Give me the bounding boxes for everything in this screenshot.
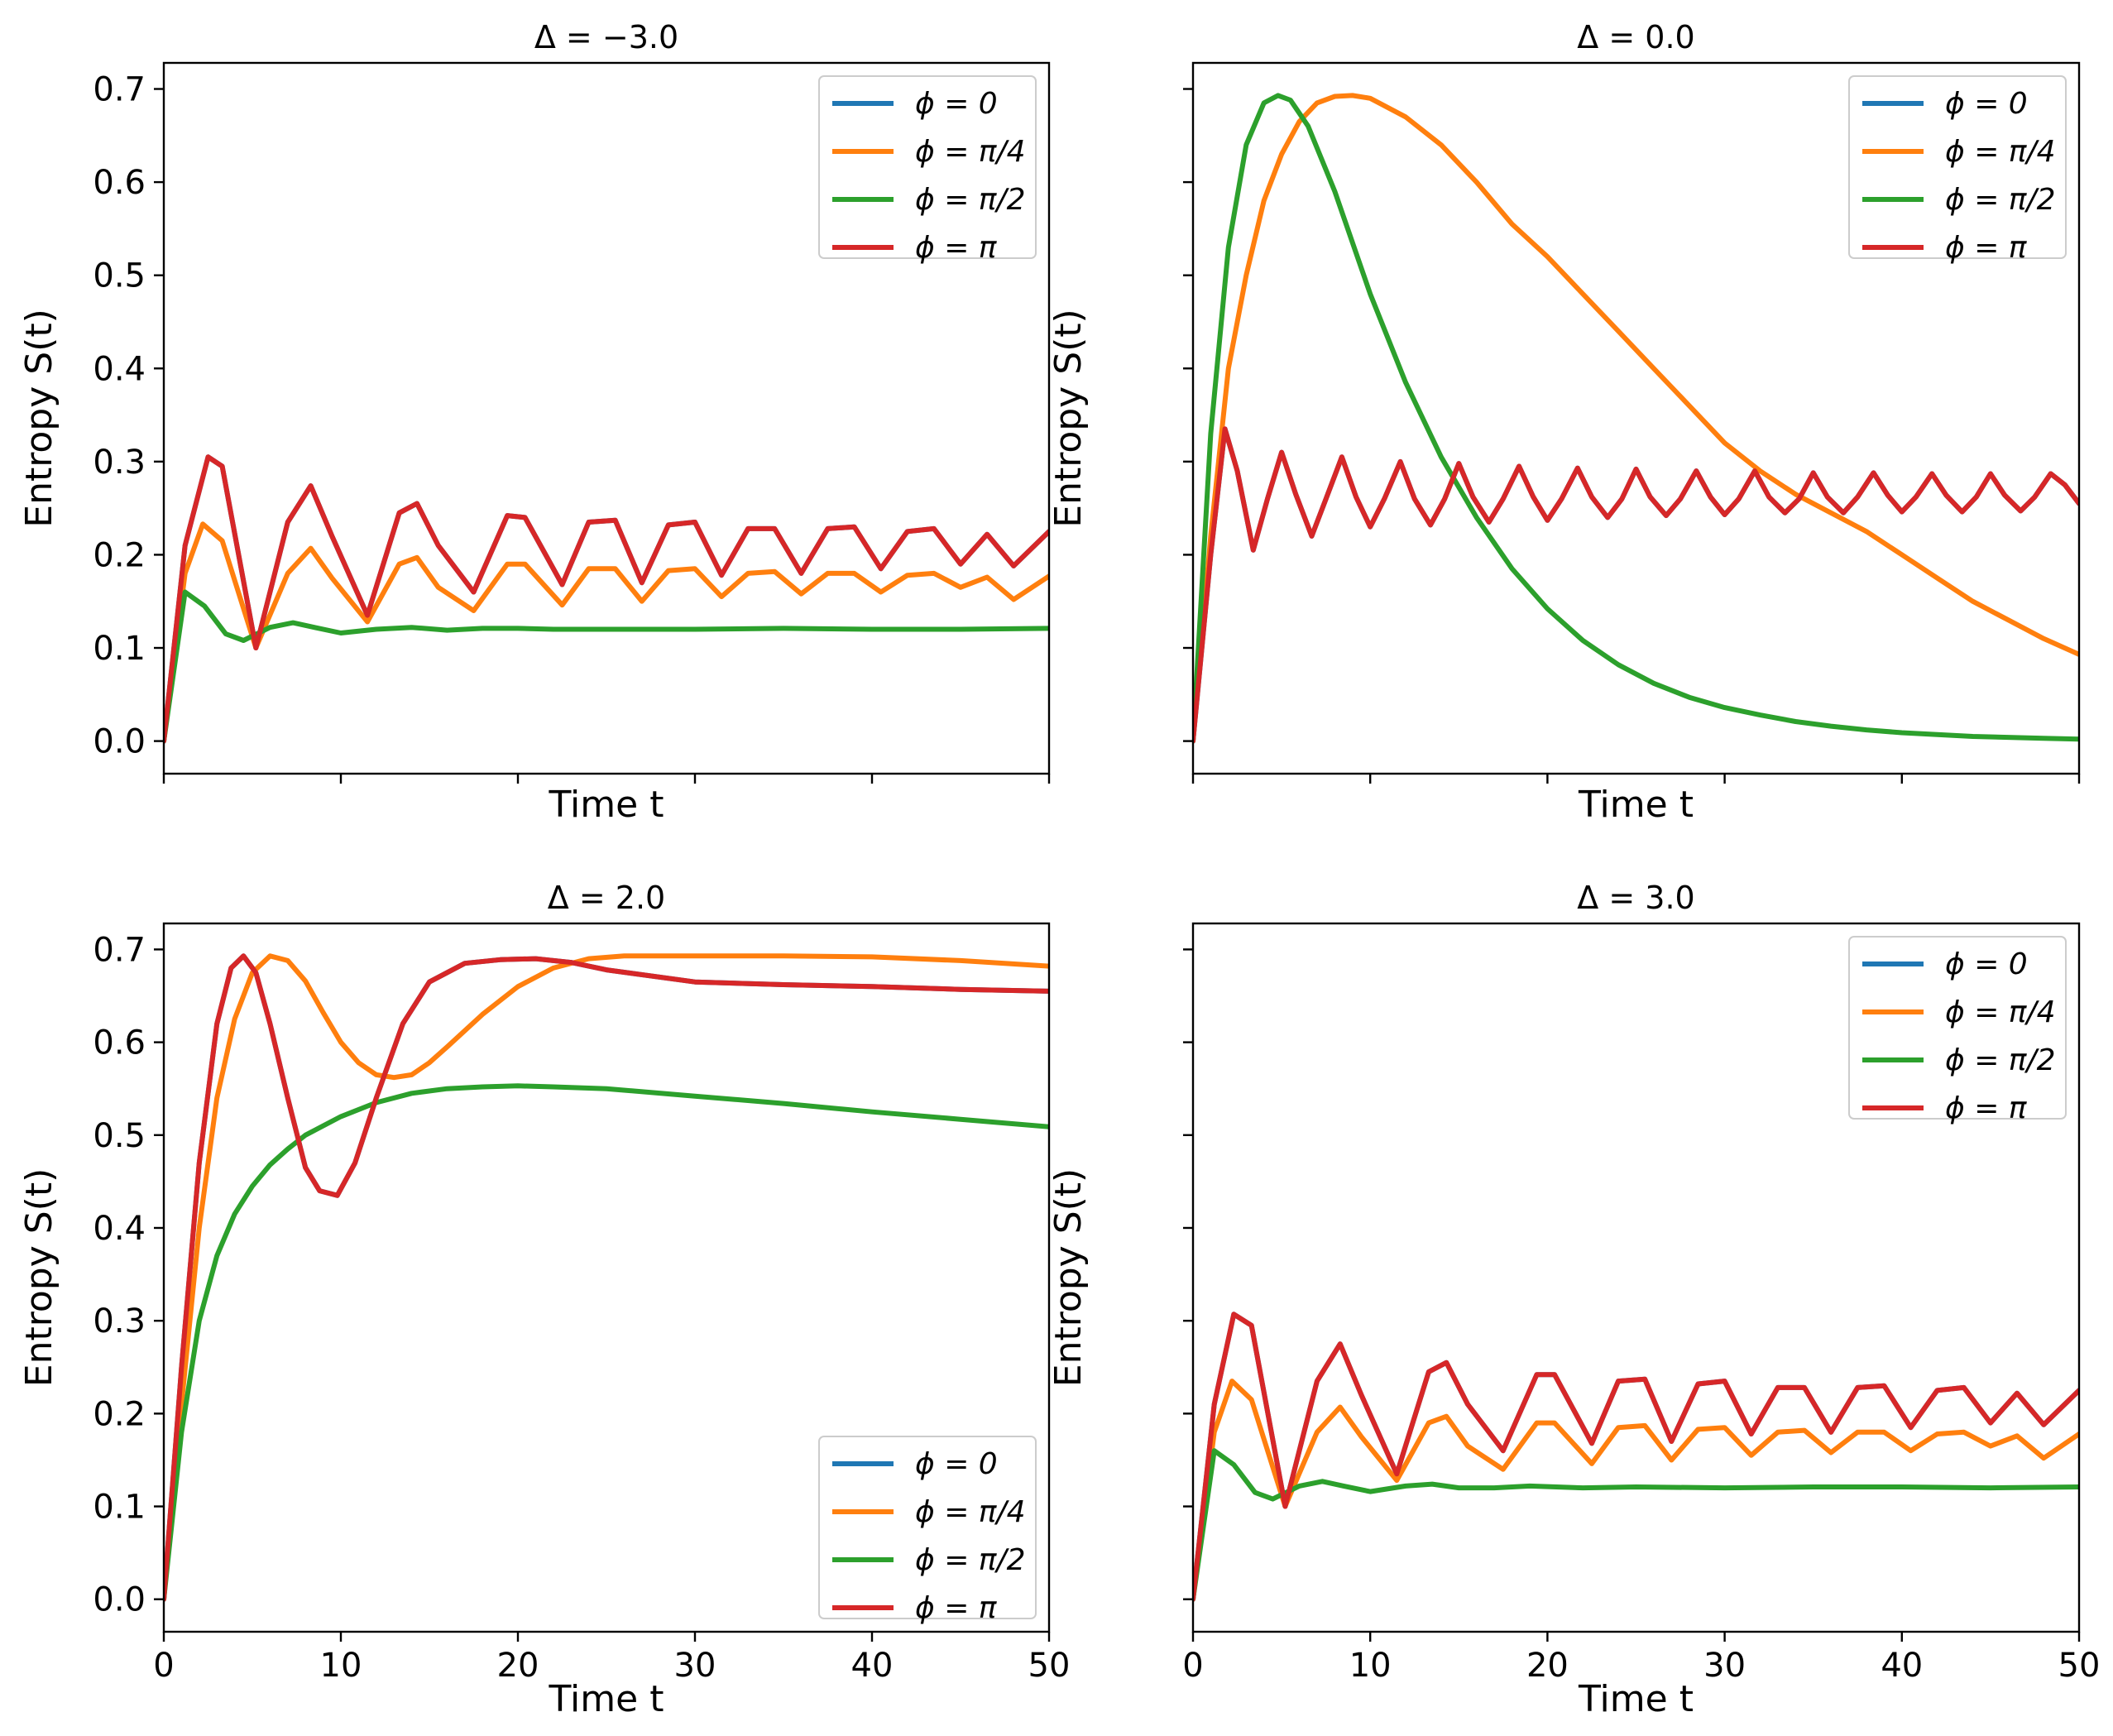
legend-label: ϕ = 0 [915, 87, 998, 121]
y-tick-label: 0.6 [93, 1024, 146, 1062]
legend-label: ϕ = 0 [1945, 947, 2028, 981]
panel-1: 0.0 0.1 0.2 0.3 0.4 0.5 0.6 0.7 Δ = −3.0 Time t En… [18, 19, 1051, 826]
legend-label: ϕ = π/2 [915, 183, 1026, 217]
series-line-1 [164, 454, 1049, 744]
legend-label: ϕ = π/4 [915, 135, 1026, 169]
y-tick-label: 0.7 [93, 931, 146, 969]
y-axis-label: Entropy S(t) [18, 1168, 60, 1387]
y-tick-label: 0.0 [93, 1581, 146, 1619]
x-tick-label: 40 [1881, 1647, 1923, 1685]
x-tick-label: 0 [1182, 1647, 1203, 1685]
series-line-2 [164, 521, 1049, 744]
series-line-4 [1193, 1312, 2079, 1602]
x-tick-label: 50 [2058, 1647, 2101, 1685]
axes-frame [162, 922, 1051, 1633]
x-tick-label: 30 [674, 1647, 716, 1685]
y-tick-label: 0.3 [93, 1302, 146, 1340]
panel-title: Δ = 3.0 [1577, 880, 1694, 916]
y-tick-label: 0.6 [93, 164, 146, 202]
legend-label: ϕ = π/2 [1945, 1043, 2056, 1077]
y-tick-label: 0.3 [93, 444, 146, 482]
legend-label: ϕ = 0 [1945, 87, 2028, 121]
y-axis-label: Entropy S(t) [1047, 1168, 1090, 1387]
y-tick-label: 0.2 [93, 1395, 146, 1433]
x-axis-label: Time t [549, 1678, 664, 1720]
legend-label: ϕ = π/4 [915, 1495, 1026, 1529]
legend-label: ϕ = π/4 [1945, 135, 2056, 169]
legend-label: ϕ = π/4 [1945, 995, 2056, 1029]
y-tick-label: 0.2 [93, 536, 146, 574]
legend-label: ϕ = π [915, 231, 998, 265]
series-line-3 [1193, 1448, 2079, 1602]
series-line-2 [1193, 93, 2079, 744]
panel-3: 0 10 20 30 40 50 0.0 0.1 0.2 0.3 0.4 0.5 0.6 0.7 Δ = 2… [18, 880, 1070, 1720]
legend: ϕ = 0 ϕ = π/4 ϕ = π/2 ϕ = π [818, 75, 1037, 265]
series-line-1 [1193, 1312, 2079, 1602]
legend: ϕ = 0 ϕ = π/4 ϕ = π/2 ϕ = π [1848, 936, 2067, 1125]
y-tick-label: 0.1 [93, 630, 146, 668]
series-line-4 [164, 454, 1049, 744]
series-line-3 [1193, 93, 2079, 744]
x-tick-label: 20 [497, 1647, 539, 1685]
x-axis-label: Time t [1578, 784, 1694, 826]
legend-label: ϕ = π [915, 1591, 998, 1625]
x-tick-label: 10 [320, 1647, 362, 1685]
y-tick-label: 0.0 [93, 723, 146, 761]
y-tick-label: 0.4 [93, 1210, 146, 1248]
panel-4: 0 10 20 30 40 50 Δ = 3.0 Time t Entropy S(t) ϕ = … [1047, 880, 2100, 1720]
y-axis-label: Entropy S(t) [18, 309, 60, 527]
panel-title: Δ = −3.0 [534, 19, 678, 55]
x-tick-label: 50 [1028, 1647, 1071, 1685]
legend-label: ϕ = π/2 [915, 1543, 1026, 1577]
axes-frame [162, 61, 1051, 775]
legend-label: ϕ = π/2 [1945, 183, 2056, 217]
x-tick-label: 40 [851, 1647, 894, 1685]
axes-frame [1191, 61, 2081, 775]
x-axis-label: Time t [549, 784, 664, 826]
x-tick-label: 0 [153, 1647, 174, 1685]
axes-frame [1191, 922, 2081, 1633]
legend-box [1848, 75, 2067, 259]
legend-box [818, 75, 1037, 259]
x-axis-label: Time t [1578, 1678, 1694, 1720]
y-tick-label: 0.4 [93, 350, 146, 388]
panel-title: Δ = 2.0 [548, 880, 665, 916]
panel-title: Δ = 0.0 [1577, 19, 1694, 55]
series-line-3 [164, 589, 1049, 744]
series-line-4 [164, 953, 1049, 1602]
x-tick-label: 20 [1526, 1647, 1569, 1685]
y-tick-label: 0.5 [93, 1117, 146, 1155]
y-tick-label: 0.5 [93, 257, 146, 295]
y-tick-label: 0.1 [93, 1489, 146, 1527]
series-line-2 [1193, 1379, 2079, 1602]
series-line-4 [1193, 426, 2079, 744]
legend-box [818, 1436, 1037, 1619]
legend-label: ϕ = 0 [915, 1447, 998, 1481]
y-tick-label: 0.7 [93, 71, 146, 109]
legend: ϕ = 0 ϕ = π/4 ϕ = π/2 ϕ = π [1848, 75, 2067, 265]
series-line-3 [164, 1083, 1049, 1602]
x-tick-label: 30 [1703, 1647, 1746, 1685]
legend: ϕ = 0 ϕ = π/4 ϕ = π/2 ϕ = π [818, 1436, 1037, 1625]
legend-label: ϕ = π [1945, 1091, 2028, 1125]
legend-box [1848, 936, 2067, 1120]
x-tick-label: 10 [1349, 1647, 1392, 1685]
y-axis-label: Entropy S(t) [1047, 309, 1090, 527]
legend-label: ϕ = π [1945, 231, 2028, 265]
series-line-2 [164, 953, 1049, 1602]
